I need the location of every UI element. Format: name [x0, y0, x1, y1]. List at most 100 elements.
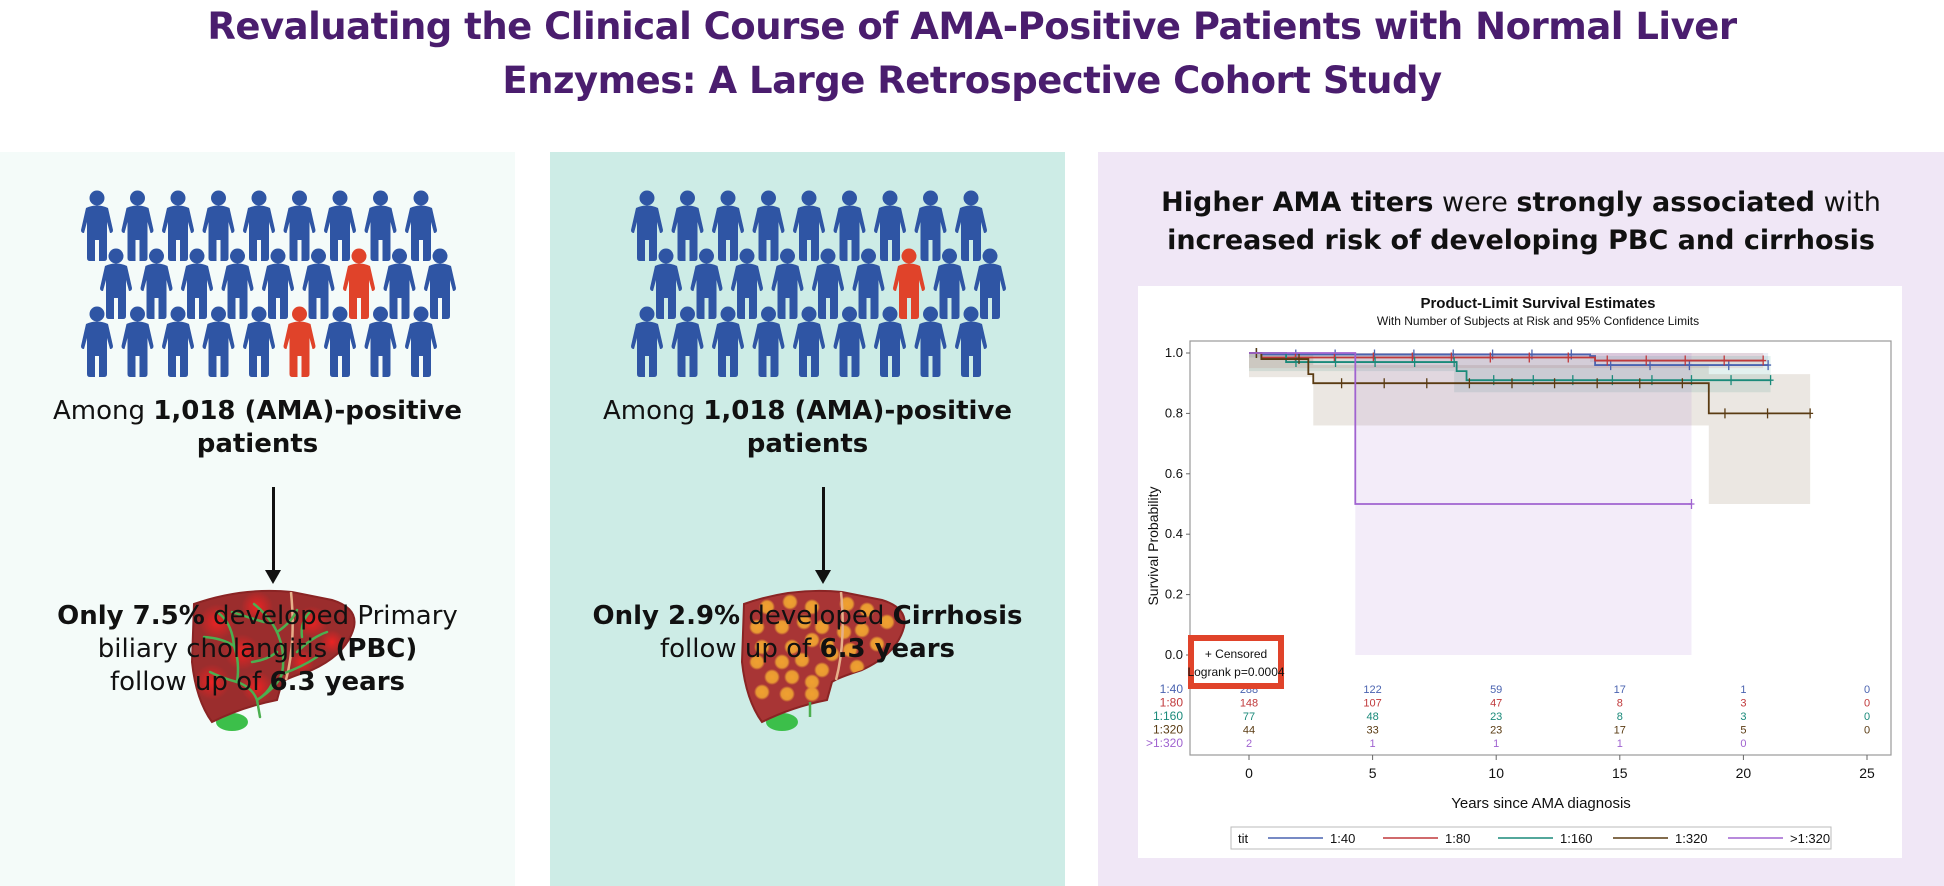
nodule-icon: [774, 619, 790, 635]
chart-subtitle: With Number of Subjects at Risk and 95% …: [1377, 314, 1699, 328]
cohort-count: 1,018 (AMA)-positive: [703, 396, 1013, 426]
person-icon: [343, 248, 375, 319]
result-text: biliary cholangitis: [97, 634, 336, 664]
followup-duration: 6.3 years: [819, 634, 956, 664]
cirrhosis-result: Only 2.9% developed Cirrhosis follow up …: [550, 600, 1065, 666]
result-text: follow up of: [659, 634, 820, 664]
nodule-icon: [804, 599, 820, 615]
legend-title: tit: [1238, 831, 1249, 846]
person-icon: [893, 248, 925, 319]
person-icon: [955, 306, 987, 377]
censor-mark: [1338, 378, 1345, 389]
nodule-icon: [804, 674, 820, 690]
at-risk-count: 3: [1740, 711, 1746, 723]
ci-band: [1454, 356, 1771, 393]
person-icon: [671, 306, 704, 377]
arrow-head: [265, 570, 281, 584]
headline-bold: Higher AMA titers: [1161, 187, 1434, 218]
person-icon: [712, 190, 744, 261]
result-text: follow up of: [109, 667, 270, 697]
survival-curve-1320: [1249, 352, 1692, 505]
at-risk-count: 47: [1490, 698, 1502, 710]
person-icon: [833, 306, 866, 377]
x-axis-label: Years since AMA diagnosis: [1451, 795, 1631, 812]
x-tick-label: 0: [1245, 765, 1253, 781]
at-risk-count: 77: [1243, 711, 1255, 723]
at-risk-count: 0: [1864, 725, 1870, 737]
at-risk-count: 2: [1246, 738, 1252, 750]
censor-mark: [1508, 378, 1515, 389]
person-icon: [383, 248, 416, 319]
person-icon: [100, 248, 132, 319]
at-risk-count: 0: [1864, 711, 1870, 723]
person-icon: [81, 190, 113, 261]
chart-legend: tit 1:40 1:80 1:160 1:320 >1:320: [1230, 826, 1832, 850]
censor-mark: [1451, 357, 1458, 368]
x-tick-label: 5: [1369, 765, 1377, 781]
person-icon: [181, 248, 213, 319]
nodule-icon: [879, 614, 895, 630]
censor-mark: [1551, 378, 1558, 389]
survival-curves: [1249, 348, 1814, 509]
nodule-icon: [754, 639, 770, 655]
nodule-icon: [804, 686, 820, 702]
censor-mark: [1760, 355, 1767, 366]
cohort-text-patients: patients: [196, 429, 319, 459]
pbc-result: Only 7.5% developed Primary biliary chol…: [0, 600, 515, 699]
censor-mark: [1767, 375, 1774, 386]
ci-band: [1590, 353, 1769, 363]
person-icon: [771, 248, 804, 319]
at-risk-count: 48: [1366, 711, 1378, 723]
x-axis: 0 5 10 15 20 25: [1245, 755, 1875, 781]
censor-mark: [1487, 352, 1494, 363]
person-icon: [752, 306, 785, 377]
at-risk-count: 122: [1363, 684, 1381, 696]
nodule-icon: [854, 622, 870, 638]
at-risk-count: 44: [1243, 725, 1255, 737]
cirrhosis-panel: Among 1,018 (AMA)-positive patients Only…: [550, 152, 1065, 886]
person-icon: [812, 248, 844, 319]
result-text: developed Primary: [204, 601, 458, 631]
title-line-1: Revaluating the Clinical Course of AMA-P…: [207, 5, 1737, 48]
censor-mark: [1643, 355, 1650, 366]
nodule-icon: [796, 614, 812, 630]
person-icon: [243, 306, 275, 377]
person-icon: [933, 248, 966, 319]
censor-mark: [1725, 360, 1732, 371]
cohort-text-patients: patients: [746, 429, 869, 459]
at-risk-count: 23: [1490, 711, 1502, 723]
person-icon: [364, 190, 397, 261]
y-tick-label: 0.8: [1165, 405, 1183, 420]
censor-mark: [1721, 355, 1728, 366]
censor-mark: [1332, 357, 1339, 368]
person-icon: [162, 306, 194, 377]
arrow-down-icon: [272, 487, 275, 575]
censor-mark: [1686, 360, 1693, 371]
plot-frame: [1189, 340, 1892, 756]
censor-mark: [1381, 378, 1388, 389]
at-risk-group-label: >1:320: [1146, 736, 1183, 750]
nodule-icon: [782, 594, 798, 610]
at-risk-count: 0: [1864, 698, 1870, 710]
at-risk-group-label: 1:80: [1160, 696, 1184, 710]
logrank-p: Logrank p=0.0004: [1187, 665, 1284, 679]
person-icon: [874, 190, 906, 261]
censor-mark: [1466, 378, 1473, 389]
person-icon: [364, 306, 397, 377]
legend-label: 1:320: [1675, 831, 1708, 846]
nodule-icon: [779, 686, 795, 702]
at-risk-count: 0: [1740, 738, 1746, 750]
at-risk-group-label: 1:160: [1153, 709, 1183, 723]
title-line-2: Enzymes: A Large Retrospective Cohort St…: [502, 59, 1442, 102]
at-risk-count: 17: [1614, 725, 1626, 737]
x-tick-label: 25: [1859, 765, 1875, 781]
censor-mark: [1448, 352, 1455, 363]
at-risk-count: 107: [1363, 698, 1381, 710]
person-icon: [221, 248, 254, 319]
person-icon: [650, 248, 682, 319]
nodule-icon: [749, 619, 765, 635]
at-risk-count: 1: [1370, 738, 1376, 750]
x-tick-label: 20: [1736, 765, 1752, 781]
people-grid: [81, 190, 456, 377]
nodule-icon: [836, 624, 852, 640]
